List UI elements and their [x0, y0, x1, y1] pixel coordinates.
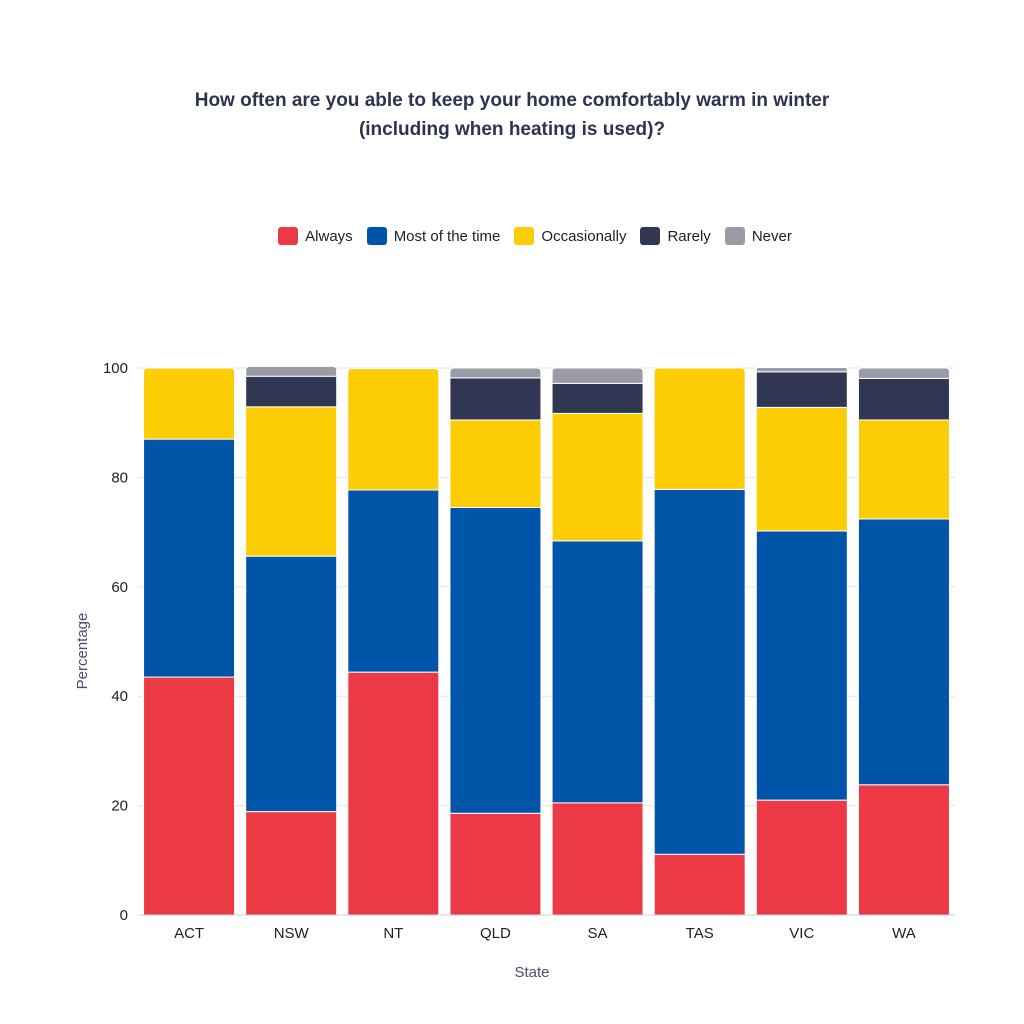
bar-nsw-never	[245, 365, 338, 377]
y-tick-label: 0	[120, 907, 128, 924]
legend-label-occasionally: Occasionally	[541, 227, 627, 245]
bar-act-occasionally	[143, 367, 236, 440]
legend-item-most-of-the-time: Most of the time	[366, 227, 501, 245]
legend-swatch-always	[278, 227, 299, 245]
bar-nt-most-of-the-time	[347, 489, 440, 673]
bar-sa-rarely	[551, 382, 644, 414]
x-axis-title: State	[514, 964, 549, 981]
bar-wa-never	[857, 367, 950, 379]
axes: 0 20 40 60 80 100 ACT NSW NT QLD SA TAS VIC WA	[103, 360, 955, 942]
bar-qld-always	[449, 812, 542, 916]
bar-wa-most-of-the-time	[857, 518, 950, 786]
bar-nsw-always	[245, 811, 338, 916]
bar-vic-never	[755, 366, 848, 373]
legend-swatch-most-of-the-time	[366, 227, 387, 245]
chart-title-line-1: How often are you able to keep your home…	[194, 90, 830, 111]
bar-qld-most-of-the-time	[449, 506, 542, 814]
legend-item-rarely: Rarely	[640, 227, 711, 245]
x-tick-label: QLD	[480, 925, 511, 942]
bar-vic-always	[755, 799, 848, 916]
legend-swatch-occasionally	[514, 227, 535, 245]
bar-nt-always	[347, 671, 440, 916]
bar-nsw-most-of-the-time	[245, 555, 338, 813]
y-axis-title: Percentage	[74, 613, 91, 690]
legend-swatch-rarely	[640, 227, 661, 245]
bar-qld-never	[449, 367, 542, 379]
x-tick-label: NSW	[274, 925, 310, 942]
bar-act-always	[143, 676, 236, 916]
legend-label-most-of-the-time: Most of the time	[393, 227, 501, 245]
legend-item-always: Always	[278, 227, 353, 245]
y-tick-label: 100	[103, 360, 128, 377]
legend-swatch-never	[724, 227, 745, 245]
legend-label-never: Never	[751, 227, 792, 245]
y-tick-label: 60	[111, 579, 128, 596]
x-tick-label: NT	[383, 925, 403, 942]
bar-nsw-occasionally	[245, 406, 338, 557]
chart-title: How often are you able to keep your home…	[0, 86, 1024, 144]
chart-legend: Always Most of the time Occasionally Rar…	[0, 227, 1024, 245]
bar-vic-most-of-the-time	[755, 530, 848, 801]
bar-wa-always	[857, 784, 950, 916]
y-tick-label: 40	[111, 688, 128, 705]
bar-wa-rarely	[857, 377, 950, 421]
x-tick-label: SA	[588, 925, 608, 942]
bar-nt-occasionally	[347, 368, 440, 491]
bar-vic-occasionally	[755, 406, 848, 532]
bar-sa-never	[551, 367, 644, 384]
bar-nsw-rarely	[245, 375, 338, 408]
bar-qld-occasionally	[449, 419, 542, 508]
bar-vic-rarely	[755, 371, 848, 408]
bar-sa-always	[551, 802, 644, 916]
bars	[143, 365, 950, 916]
legend-item-occasionally: Occasionally	[514, 227, 626, 245]
legend-label-rarely: Rarely	[667, 227, 711, 245]
x-tick-label: WA	[892, 925, 916, 942]
x-tick-label: VIC	[789, 925, 814, 942]
x-tick-label: TAS	[686, 925, 714, 942]
bar-qld-rarely	[449, 377, 542, 421]
y-tick-label: 20	[111, 798, 128, 815]
legend-item-never: Never	[724, 227, 792, 245]
bar-tas-always	[653, 853, 746, 916]
y-tick-label: 80	[111, 469, 128, 486]
x-tick-label: ACT	[174, 925, 204, 942]
bar-tas-occasionally	[653, 367, 746, 490]
bar-act-most-of-the-time	[143, 438, 236, 678]
bar-wa-occasionally	[857, 419, 950, 520]
bar-sa-occasionally	[551, 412, 644, 542]
bar-tas-most-of-the-time	[653, 488, 746, 855]
bar-sa-most-of-the-time	[551, 540, 644, 804]
chart-title-line-2: (including when heating is used)?	[358, 119, 666, 140]
legend-label-always: Always	[305, 227, 353, 245]
